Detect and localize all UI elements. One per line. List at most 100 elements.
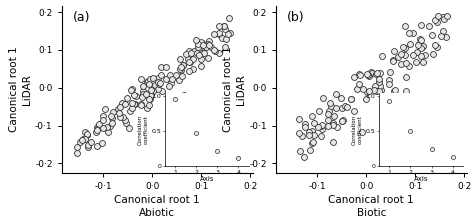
Point (386, 70, 393, 74)
Point (431, 44, 439, 47)
Point (206, 40, 213, 43)
Point (200, 51, 208, 55)
Point (144, 93, 151, 96)
Point (221, 27, 228, 30)
Point (295, 131, 302, 135)
Point (93, 128, 101, 131)
Point (334, 125, 341, 129)
Point (128, 106, 136, 110)
Point (400, 46, 407, 49)
Point (212, 49, 219, 53)
Point (190, 109, 198, 113)
Point (177, 66, 184, 69)
Point (408, 118, 415, 121)
Point (409, 53, 417, 57)
Point (185, 69, 193, 73)
Point (204, 42, 212, 45)
Point (439, 29, 447, 33)
Point (416, 43, 423, 47)
Point (79, 137, 86, 141)
Point (319, 123, 326, 126)
Point (418, 45, 425, 49)
Point (221, 45, 229, 48)
Point (198, 40, 205, 44)
Point (364, 72, 371, 76)
Point (367, 70, 374, 74)
Point (318, 127, 326, 130)
Point (165, 84, 173, 87)
Point (219, 36, 226, 40)
Point (145, 97, 153, 101)
Point (416, 38, 424, 41)
Point (195, 53, 203, 56)
Point (215, 51, 223, 54)
Point (145, 103, 152, 106)
Point (329, 124, 337, 127)
Point (431, 18, 438, 22)
Point (205, 44, 213, 47)
Point (193, 51, 201, 55)
Point (83, 134, 91, 137)
Point (443, 14, 450, 17)
Point (141, 91, 149, 95)
Point (425, 25, 432, 28)
Point (182, 52, 189, 56)
Point (189, 57, 197, 60)
Point (149, 89, 157, 93)
Point (376, 84, 384, 88)
Point (142, 92, 149, 95)
Point (401, 46, 409, 50)
Point (149, 76, 156, 80)
Point (356, 73, 364, 76)
Point (341, 104, 348, 108)
Point (103, 126, 111, 129)
Point (398, 109, 406, 113)
Point (192, 38, 200, 42)
Point (94, 126, 101, 129)
Point (176, 57, 183, 60)
Point (180, 93, 188, 97)
Point (139, 84, 147, 87)
Point (382, 110, 390, 113)
Point (402, 75, 410, 79)
Point (226, 16, 233, 19)
Point (327, 105, 335, 108)
Point (397, 52, 405, 56)
Point (195, 42, 202, 46)
Point (185, 60, 192, 64)
Point (402, 61, 410, 65)
Point (434, 14, 442, 18)
Point (295, 117, 302, 121)
Point (226, 32, 234, 35)
Point (116, 115, 124, 118)
Point (379, 54, 386, 57)
Point (306, 130, 313, 133)
Point (176, 67, 183, 71)
Point (116, 105, 123, 109)
X-axis label: Canonical root 1
Biotic: Canonical root 1 Biotic (328, 195, 414, 216)
Point (105, 130, 112, 134)
Point (390, 89, 398, 93)
Point (324, 118, 332, 122)
Point (296, 149, 304, 153)
Point (198, 58, 205, 61)
Point (127, 88, 135, 92)
Point (198, 64, 205, 67)
Point (329, 122, 337, 125)
Point (419, 44, 427, 48)
Point (330, 114, 338, 118)
Point (109, 121, 116, 124)
Point (167, 81, 174, 84)
Point (81, 130, 89, 134)
Point (401, 25, 409, 28)
Point (377, 89, 384, 92)
Point (147, 89, 155, 92)
Text: (b): (b) (287, 11, 305, 24)
Point (364, 91, 371, 94)
Point (375, 81, 383, 84)
Point (99, 126, 107, 130)
Point (137, 102, 145, 106)
Point (76, 140, 84, 143)
Point (371, 84, 379, 88)
Point (109, 116, 116, 119)
